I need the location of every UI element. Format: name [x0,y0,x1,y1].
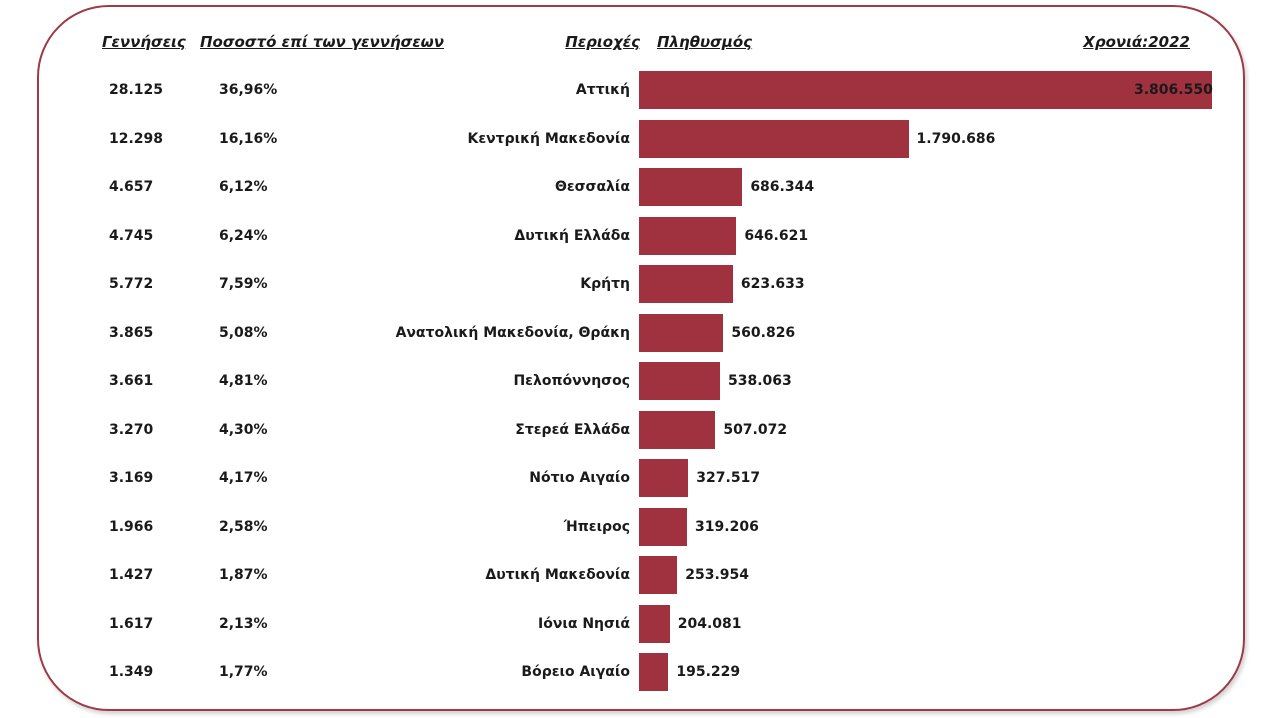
region-label: Κεντρική Μακεδονία [467,130,630,147]
region-label: Αττική [575,82,630,98]
percent-value: 4,30% [219,421,268,438]
region-label: Δυτική Μακεδονία [485,567,630,583]
header-births: Γεννήσεις [102,33,186,51]
population-bar [639,168,743,206]
percent-value: 16,16% [219,130,278,147]
population-bar [639,459,689,497]
births-value: 12.298 [109,130,164,147]
region-label: Θεσσαλία [554,179,630,195]
percent-value: 2,58% [219,518,268,535]
percent-value: 7,59% [219,276,268,292]
population-value-label: 623.633 [740,276,805,292]
births-value: 5.772 [109,276,154,292]
population-value-label: 560.826 [731,324,796,341]
population-value-label: 319.206 [695,518,759,535]
population-bar [639,410,716,449]
percent-value: 6,24% [219,227,268,244]
percent-value: 36,96% [219,82,278,98]
births-value: 1.966 [109,518,154,535]
population-value-label: 3.806.550 [1134,82,1213,98]
population-bar [639,653,669,691]
percent-value: 1,87% [219,567,268,583]
region-label: Νότιο Αιγαίο [529,470,630,486]
population-bar [639,556,678,594]
population-value-label: 538.063 [727,373,792,389]
percent-value: 6,12% [219,179,268,195]
region-label: Δυτική Ελλάδα [514,227,630,244]
births-value: 1.427 [109,567,154,583]
population-bar [639,313,724,352]
population-bar [639,71,1212,109]
region-label: Πελοπόννησος [513,373,630,389]
population-bar [639,119,909,158]
births-value: 3.661 [109,373,154,389]
header-year: Χρονιά:2022 [1083,33,1190,51]
births-value: 3.169 [109,470,154,486]
population-bar [639,604,670,643]
population-value-label: 686.344 [750,179,815,195]
births-value: 4.657 [109,179,154,195]
percent-value: 2,13% [219,615,268,632]
header-regions: Περιοχές [565,33,640,51]
header-percent-births: Ποσοστό επί των γεννήσεων [200,33,444,51]
header-population: Πληθυσμός [657,33,753,51]
births-value: 3.865 [109,324,154,341]
population-bar [639,507,688,546]
rounded-frame [37,5,1245,711]
population-value-label: 1.790.686 [916,130,996,147]
population-value-label: 195.229 [676,664,741,680]
births-value: 1.617 [109,615,154,632]
births-value: 1.349 [109,664,154,680]
population-value-label: 204.081 [677,615,742,632]
births-value: 4.745 [109,227,154,244]
percent-value: 4,81% [219,373,268,389]
population-bar [639,362,720,400]
population-value-label: 646.621 [744,227,809,244]
percent-value: 4,17% [219,470,268,486]
region-label: Ανατολική Μακεδονία, Θράκη [395,324,630,341]
population-value-label: 327.517 [696,470,761,486]
region-label: Ήπειρος [563,518,630,535]
region-label: Στερεά Ελλάδα [515,421,630,438]
region-label: Κρήτη [580,276,630,292]
population-value-label: 507.072 [723,421,788,438]
population-value-label: 253.954 [685,567,749,583]
region-label: Ιόνια Νησιά [538,615,630,632]
percent-value: 5,08% [219,324,268,341]
region-label: Βόρειο Αιγαίο [521,664,630,680]
percent-value: 1,77% [219,664,268,680]
births-value: 3.270 [109,421,154,438]
births-value: 28.125 [109,82,164,98]
population-bar [639,265,733,303]
population-bar [639,216,737,255]
